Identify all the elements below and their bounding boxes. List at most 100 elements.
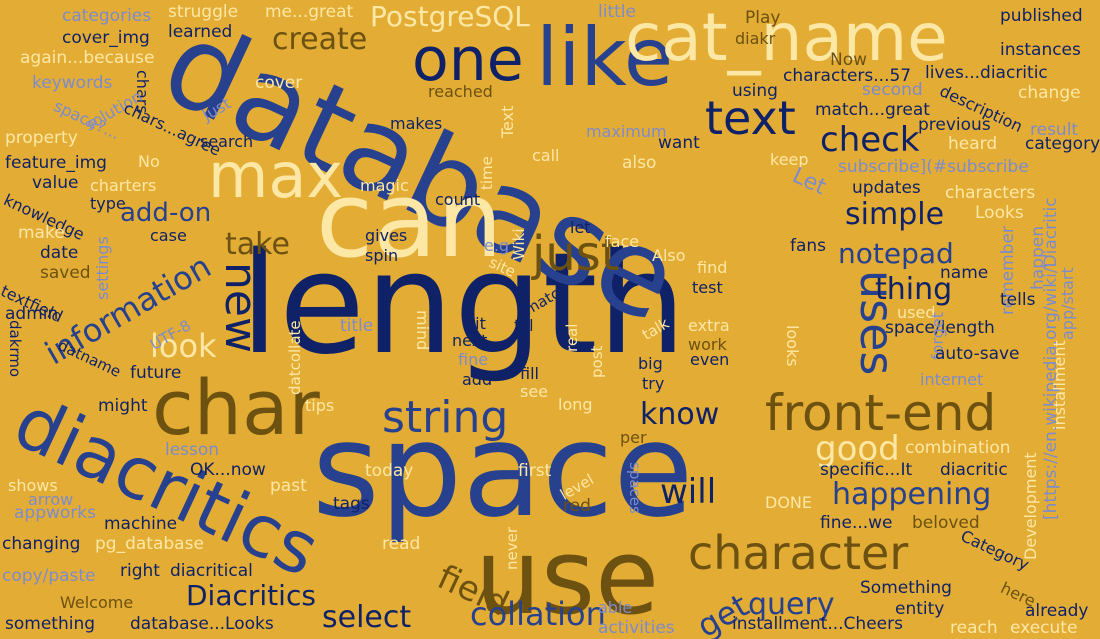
- word-pg-database: pg_database: [95, 534, 204, 554]
- word-right: right: [120, 561, 160, 581]
- word-installment: installment: [1050, 340, 1069, 430]
- word-good: good: [815, 429, 900, 469]
- word-look: look: [150, 327, 217, 365]
- word-makes: makes: [390, 114, 443, 133]
- word-internet: internet: [920, 370, 984, 389]
- word-using: using: [732, 81, 778, 101]
- word-property: property: [5, 128, 78, 148]
- word-also-cap: Also: [652, 246, 686, 265]
- word-value: value: [32, 173, 79, 193]
- word-add-on: add-on: [120, 198, 212, 228]
- word-tips: tips: [305, 396, 335, 415]
- word-first: first: [518, 461, 552, 481]
- word-spin: spin: [365, 246, 399, 265]
- word-combination: combination: [905, 438, 1011, 458]
- word-can: can: [316, 159, 503, 281]
- word-looks: looks: [783, 325, 802, 367]
- word-datcollate: datcollate: [286, 320, 304, 395]
- word-category: category: [1025, 134, 1100, 154]
- word-reached: reached: [428, 82, 493, 101]
- word-play: Play: [745, 8, 781, 28]
- word-shows: shows: [8, 476, 58, 495]
- word-per: per: [620, 428, 647, 447]
- word-welcome: Welcome: [60, 593, 134, 612]
- word-cover-img: cover_img: [62, 28, 150, 48]
- word-no: No: [138, 152, 160, 171]
- word-call: call: [532, 146, 560, 165]
- word-lesson: lesson: [165, 440, 220, 460]
- word-tells: tells: [1000, 290, 1036, 310]
- word-heard: heard: [948, 134, 998, 154]
- word-text-small: Text: [498, 105, 517, 138]
- word-execute: execute: [1010, 618, 1078, 638]
- word-select: select: [322, 600, 412, 635]
- word-postgresql: PostgreSQL: [370, 0, 530, 33]
- word-database-looks: database...Looks: [130, 614, 274, 634]
- word-type: type: [90, 194, 126, 213]
- word-something-cap: Something: [860, 578, 952, 598]
- word-app-start: app/start: [1058, 267, 1077, 340]
- word-again-because: again...because: [20, 48, 155, 68]
- word-thing: thing: [875, 272, 953, 307]
- word-already: already: [1025, 601, 1089, 621]
- word-one: one: [412, 25, 524, 95]
- word-space: space: [312, 394, 694, 546]
- word-will: will: [660, 472, 717, 512]
- word-copy-paste: copy/paste: [2, 566, 96, 586]
- word-ok-now: OK...now: [190, 460, 266, 480]
- word-spaces: spaces: [626, 462, 644, 514]
- word-categories: categories: [62, 6, 152, 26]
- word-want: want: [658, 133, 700, 153]
- word-keywords: keywords: [32, 73, 113, 93]
- word-let: let: [570, 218, 591, 237]
- word-time: time: [478, 156, 496, 190]
- word-find: find: [697, 258, 728, 277]
- word-text: text: [705, 91, 796, 145]
- word-future: future: [130, 363, 182, 383]
- word-characters-57: characters...57: [783, 66, 912, 86]
- word-see: see: [520, 382, 549, 401]
- word-take: take: [225, 227, 290, 262]
- word-check: check: [820, 120, 920, 160]
- word-arrow: arrow: [28, 490, 74, 509]
- word-date: date: [40, 243, 79, 263]
- word-simple: simple: [845, 197, 945, 232]
- word-diacritic: diacritic: [940, 460, 1008, 480]
- word-appworks: appworks: [14, 503, 96, 523]
- word-diacritical: diacritical: [170, 561, 253, 581]
- word-previous: previous: [918, 115, 991, 135]
- word-read: read: [382, 534, 421, 554]
- word-instances: instances: [1000, 40, 1081, 60]
- word-specific-it: specific...It: [820, 460, 913, 480]
- word-big: big: [638, 354, 663, 373]
- word-settings: settings: [93, 236, 112, 300]
- word-add: add: [462, 370, 493, 389]
- word-create: create: [272, 22, 368, 57]
- word-cover: cover: [255, 73, 303, 93]
- word-length: length: [240, 223, 687, 386]
- word-even: even: [690, 350, 730, 369]
- word-reach: reach: [950, 618, 998, 638]
- word-saved: saved: [40, 263, 91, 283]
- word-title: title: [340, 316, 374, 336]
- word-machine: machine: [104, 514, 178, 534]
- word-published: published: [1000, 6, 1083, 26]
- word-fill: fill: [520, 364, 539, 383]
- word-installment-cheers: installment...Cheers: [732, 614, 903, 634]
- word-make: make: [18, 223, 65, 243]
- word-space-length: space/length: [885, 318, 995, 338]
- word-used: used: [897, 303, 936, 322]
- word-learned: learned: [168, 22, 233, 42]
- word-test: test: [692, 278, 723, 297]
- word-char: char: [152, 363, 320, 452]
- word-struggle: struggle: [168, 2, 239, 22]
- word-updates: updates: [852, 178, 921, 198]
- word-maximum: maximum: [586, 122, 667, 141]
- word-second: second: [862, 80, 923, 100]
- word-max: max: [208, 139, 344, 212]
- word-charters: charters: [90, 176, 157, 195]
- word-looks-cap: Looks: [975, 203, 1024, 223]
- word-name: name: [940, 263, 989, 283]
- word-changing: changing: [2, 534, 81, 554]
